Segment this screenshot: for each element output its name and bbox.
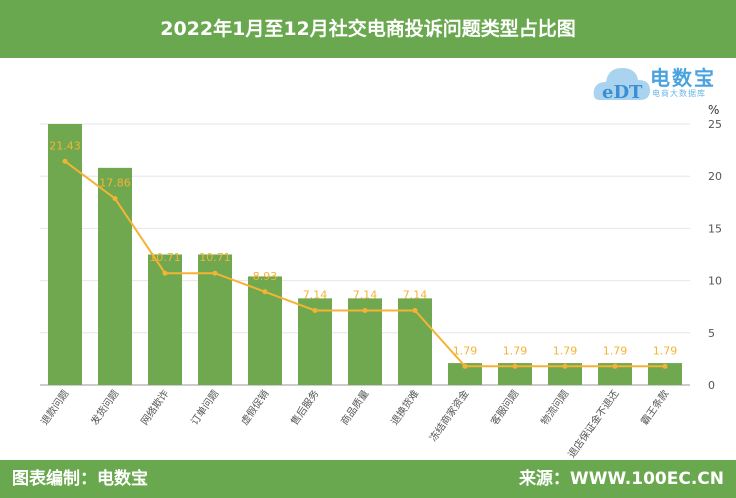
data-label: 10.71 bbox=[199, 251, 231, 264]
data-label: 7.14 bbox=[403, 288, 428, 301]
data-label: 1.79 bbox=[453, 344, 478, 357]
line-point bbox=[462, 363, 468, 369]
line-point bbox=[562, 363, 568, 369]
bar bbox=[448, 363, 482, 385]
line-point bbox=[62, 158, 68, 164]
data-label: 7.14 bbox=[303, 288, 328, 301]
y-tick-label: 15 bbox=[708, 222, 722, 235]
line-point bbox=[262, 289, 268, 295]
x-tick-label: 虚假促销 bbox=[238, 387, 272, 427]
y-tick-label: 10 bbox=[708, 275, 722, 288]
y-tick-label: 0 bbox=[708, 379, 715, 392]
x-tick-label: 客服问题 bbox=[488, 387, 522, 427]
logo: eDT 电数宝 电商大数据库 bbox=[592, 60, 714, 104]
unit-label: % bbox=[708, 103, 720, 117]
bar bbox=[98, 167, 132, 385]
logo-mark: eDT bbox=[602, 82, 643, 103]
chart-title: 2022年1月至12月社交电商投诉问题类型占比图 bbox=[0, 0, 736, 58]
bar bbox=[548, 363, 582, 385]
bar bbox=[598, 363, 632, 385]
data-label: 10.71 bbox=[149, 251, 181, 264]
data-label: 1.79 bbox=[603, 344, 628, 357]
x-tick-label: 冻结商家资金 bbox=[426, 387, 471, 444]
x-tick-label: 网络欺诈 bbox=[138, 387, 172, 427]
line-point bbox=[662, 363, 668, 369]
line-point bbox=[362, 307, 368, 313]
x-tick-label: 霸王条款 bbox=[638, 387, 672, 427]
cloud-logo-icon: eDT bbox=[593, 68, 650, 103]
x-tick-label: 退款问题 bbox=[38, 387, 72, 427]
bar bbox=[248, 276, 282, 385]
logo-tagline: 电商大数据库 bbox=[652, 89, 706, 98]
x-tick-label: 订单问题 bbox=[188, 387, 222, 427]
data-label: 17.86 bbox=[99, 177, 131, 190]
bar bbox=[498, 363, 532, 385]
data-label: 1.79 bbox=[503, 344, 528, 357]
line-point bbox=[612, 363, 618, 369]
bar bbox=[148, 254, 182, 385]
footer-credit: 图表编制：电数宝 bbox=[12, 469, 148, 489]
line-point bbox=[412, 307, 418, 313]
logo-name: 电数宝 bbox=[650, 66, 716, 90]
y-tick-label: 20 bbox=[708, 170, 722, 183]
x-tick-label: 退店保证金不退还 bbox=[565, 387, 622, 460]
line-point bbox=[312, 307, 318, 313]
data-label: 7.14 bbox=[353, 288, 378, 301]
data-label: 8.93 bbox=[253, 270, 278, 283]
bar bbox=[48, 124, 82, 385]
data-label: 1.79 bbox=[553, 344, 578, 357]
bar bbox=[198, 254, 232, 385]
line-point bbox=[162, 270, 168, 276]
line-point bbox=[512, 363, 518, 369]
x-tick-label: 物流问题 bbox=[538, 387, 572, 427]
x-tick-label: 商品质量 bbox=[338, 387, 372, 427]
y-tick-label: 25 bbox=[708, 118, 722, 131]
line-point bbox=[112, 196, 118, 202]
y-tick-label: 5 bbox=[708, 327, 715, 340]
x-tick-label: 退换货难 bbox=[388, 387, 422, 427]
data-label: 21.43 bbox=[49, 139, 81, 152]
footer: 图表编制：电数宝 来源：WWW.100EC.CN bbox=[0, 460, 736, 498]
chart-svg: 0 5 10 15 20 25 退款问题 发货问题 网络欺诈 订单问题 虚假促销 售后服务 商品质量 退换… bbox=[38, 118, 722, 460]
x-tick-label: 售后服务 bbox=[288, 387, 322, 427]
footer-source: 来源：WWW.100EC.CN bbox=[518, 469, 724, 489]
x-tick-label: 发货问题 bbox=[88, 387, 122, 427]
data-label: 1.79 bbox=[653, 344, 678, 357]
bar bbox=[648, 363, 682, 385]
line-point bbox=[212, 270, 218, 276]
